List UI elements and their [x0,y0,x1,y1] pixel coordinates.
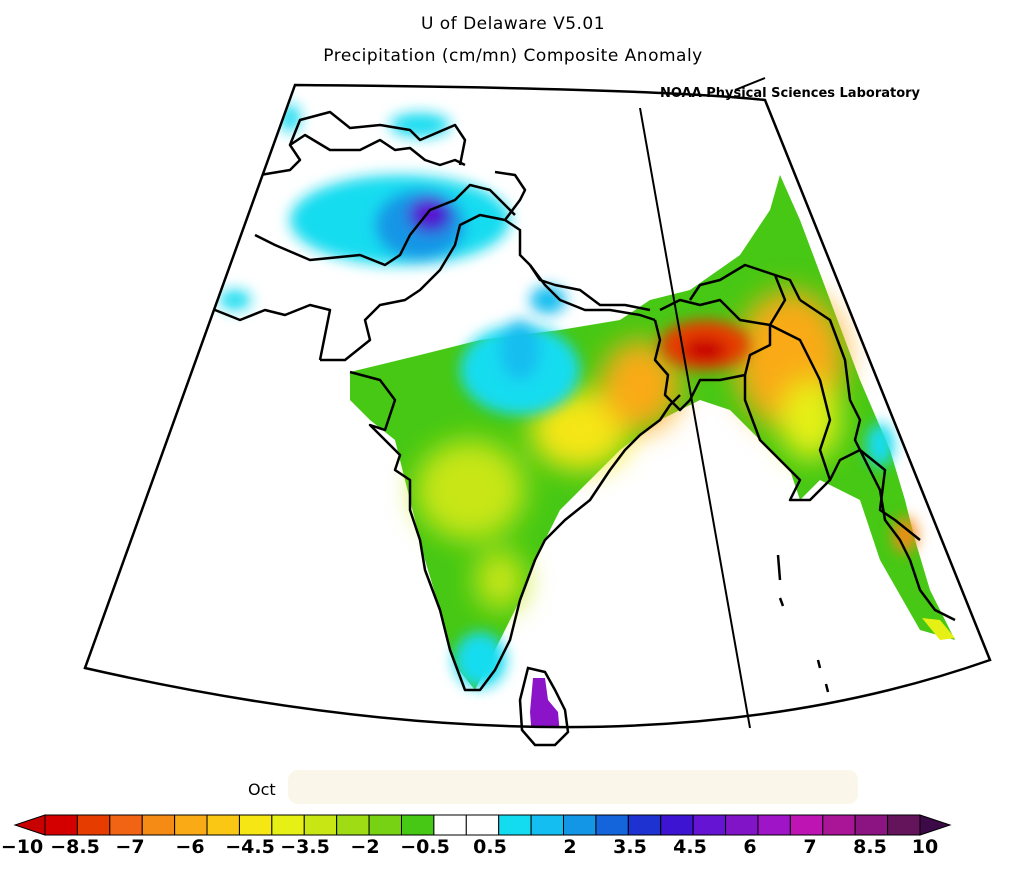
redacted-date-range [288,770,858,804]
colorbar-tick-label: 0.5 [473,836,507,858]
sri-lanka-outline [518,666,570,747]
colorbar-swatch [465,814,500,836]
nepal-border [529,264,656,322]
iran-border [214,303,332,361]
bangladesh-border [653,298,772,412]
uzbek-border [288,110,467,166]
india-coastline [349,370,681,692]
colorbar-tick-label: 10 [911,836,939,858]
colorbar-tick-label: 8.5 [853,836,887,858]
colorbar-tick-label: −2 [350,836,380,858]
cyan-region-west [219,290,251,310]
purple-region-sri-lanka [530,678,560,728]
colorbar-tick-label: −0.5 [400,836,450,858]
cyan-region-top [390,113,450,137]
colorbar-swatch [303,814,338,836]
colorbar-swatch [109,814,143,836]
orange-region-east [600,340,680,430]
myanmar-china-border [768,274,832,481]
colorbar-tick-label: −10 [0,836,44,858]
colorbar-swatch [757,814,791,836]
yellow-region-east-india [530,390,630,470]
colorbar-swatch [854,814,889,836]
myanmar-border [743,375,956,622]
title-line-2: Precipitation (cm/mn) Composite Anomaly [323,46,703,66]
colorbar [13,814,952,836]
colorbar-tick-label: 6 [743,836,757,858]
colorbar-swatch [206,814,240,836]
colorbar-tick-label: −6 [175,836,205,858]
deep-red-core [683,338,727,362]
colorbar-tick-label: −3.5 [280,836,330,858]
colorbar-swatch [271,814,305,836]
laos-border [799,298,862,451]
colorbar-tick-label: 3.5 [613,836,647,858]
nepal-north [528,264,651,312]
colorbar-right-arrow [919,814,952,836]
colorbar-swatch [76,814,111,836]
colorbar-tick-label: 2 [563,836,577,858]
colorbar-swatch [563,814,597,836]
precipitation-anomaly-map [83,77,992,747]
colorbar-tick-label: −7 [115,836,145,858]
anomaly-field [219,104,955,728]
yellow-region-malay [922,618,955,640]
colorbar-swatch [789,814,824,836]
top-tick [734,77,766,91]
blue-region-north-india [500,320,540,380]
colorbar-swatch [433,814,467,836]
country-borders [214,110,956,692]
meridian-line [639,107,751,729]
india-east-border [688,263,802,301]
colorbar-tick-label: −8.5 [50,836,100,858]
colorbar-swatch [595,814,629,836]
colorbar-swatch [368,814,402,836]
title-line-1: U of Delaware V5.01 [420,14,606,34]
credit-label: NOAA Physical Sciences Laboratory [660,86,921,101]
cyan-region-myanmar-east [866,423,894,467]
orange-region-thailand [893,517,917,553]
colorbar-swatch [44,814,78,836]
colorbar-swatch [400,814,435,836]
colorbar-swatch [822,814,856,836]
colorbar-swatch [336,814,370,836]
date-label: Oct [248,780,276,799]
colorbar-swatch [498,814,532,836]
andaman-islands [776,554,830,693]
colorbar-swatch [174,814,208,836]
colorbar-swatch [692,814,727,836]
colorbar-swatch [238,814,273,836]
colorbar-tick-label: 4.5 [673,836,707,858]
colorbar-left-arrow [13,814,46,836]
turkmenistan-border [259,133,466,177]
colorbar-swatch [627,814,662,836]
colorbar-swatch [141,814,176,836]
map-frame [83,83,992,729]
colorbar-swatch [887,814,921,836]
colorbar-tick-label: 7 [803,836,817,858]
afghanistan-border [254,183,516,267]
cyan-region-nepal [530,286,566,314]
colorbar-tick-label: −4.5 [225,836,275,858]
colorbar-swatch [660,814,694,836]
colorbar-swatch [530,814,565,836]
pakistan-border [320,213,531,362]
yellow-region-central-india [415,440,525,540]
thailand-border [859,449,921,541]
india-north-border [494,170,527,221]
yellow-region-south-india [475,550,525,610]
colorbar-swatch [725,814,759,836]
